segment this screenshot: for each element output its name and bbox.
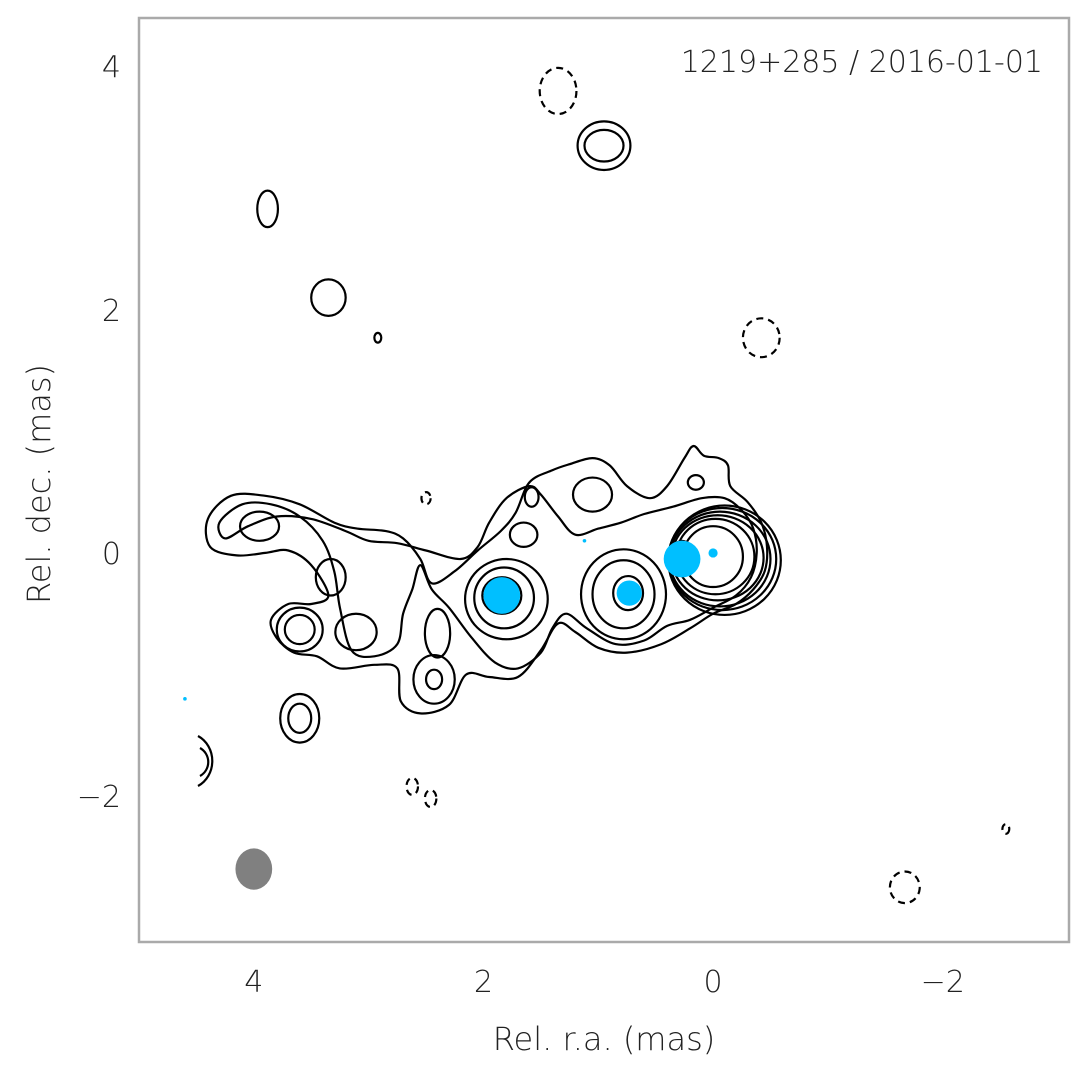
contour-edge-arc-1 — [199, 747, 210, 777]
negative-contour-0 — [538, 66, 578, 116]
contour-ring-19 — [412, 653, 456, 705]
y-tick-label: 0 — [102, 537, 121, 572]
contour-ring-5 — [591, 559, 656, 630]
negative-contour-4 — [423, 788, 438, 809]
contour-ring-24 — [686, 474, 705, 491]
x-tick-label: 0 — [704, 965, 723, 1000]
model-component-2 — [616, 580, 642, 606]
y-tick-label: −2 — [77, 780, 121, 815]
contour-ring-17 — [279, 692, 321, 744]
contour-ring-1 — [612, 574, 645, 612]
contour-ring-10 — [310, 278, 347, 317]
x-tick-label: 4 — [244, 965, 263, 1000]
negative-contour-3 — [405, 776, 420, 796]
x-tick-label: 2 — [474, 965, 493, 1000]
beam-ellipse — [235, 848, 273, 890]
contour-ring-23 — [571, 476, 614, 513]
model-component-1 — [663, 540, 701, 578]
contour-ring-9 — [256, 189, 280, 229]
contour-ring-13 — [334, 612, 378, 652]
contour-ring-25 — [523, 486, 540, 508]
x-axis-ticks: 4 2 0 −2 — [244, 965, 965, 1000]
x-tick-label: −2 — [921, 965, 965, 1000]
contour-ring-7 — [583, 128, 625, 163]
negative-contour-2 — [888, 870, 921, 905]
y-axis-ticks: 4 2 0 −2 — [77, 51, 121, 815]
contour-ring-3 — [473, 566, 536, 630]
contour-ring-8 — [576, 120, 632, 172]
y-tick-label: 4 — [102, 51, 121, 86]
beam-layer — [235, 848, 273, 890]
negative-contour-1 — [741, 317, 781, 359]
contour-ring-22 — [508, 521, 539, 548]
y-tick-label: 2 — [102, 294, 121, 329]
component-layer — [183, 538, 718, 701]
contour-ring-16 — [287, 702, 313, 734]
contour-ring-14 — [283, 613, 316, 646]
negative-contour-5 — [420, 491, 432, 506]
model-component-0 — [708, 548, 718, 558]
contour-ring-6 — [579, 548, 668, 641]
contour-edge-arc-0 — [197, 735, 214, 787]
model-component-5 — [183, 697, 187, 701]
y-axis-label: Rel. dec. (mas) — [20, 364, 58, 604]
negative-contour-6 — [1001, 822, 1011, 835]
contour-ring-11 — [373, 331, 383, 344]
contour-ring-4 — [463, 557, 549, 641]
contour-ring-18 — [424, 668, 444, 691]
contour-ring-15 — [275, 606, 324, 653]
contour-ring-12 — [314, 557, 347, 597]
contour-ring-20 — [423, 607, 452, 659]
source-epoch-annotation: 1219+285 / 2016-01-01 — [681, 45, 1043, 80]
plot-area — [183, 66, 1011, 905]
contour-envelope-1 — [217, 484, 758, 670]
plot-frame — [137, 16, 1071, 944]
model-component-4 — [582, 538, 587, 543]
x-axis-label: Rel. r.a. (mas) — [493, 1020, 715, 1058]
contour-ring-21 — [238, 510, 281, 542]
model-component-3 — [483, 577, 521, 614]
